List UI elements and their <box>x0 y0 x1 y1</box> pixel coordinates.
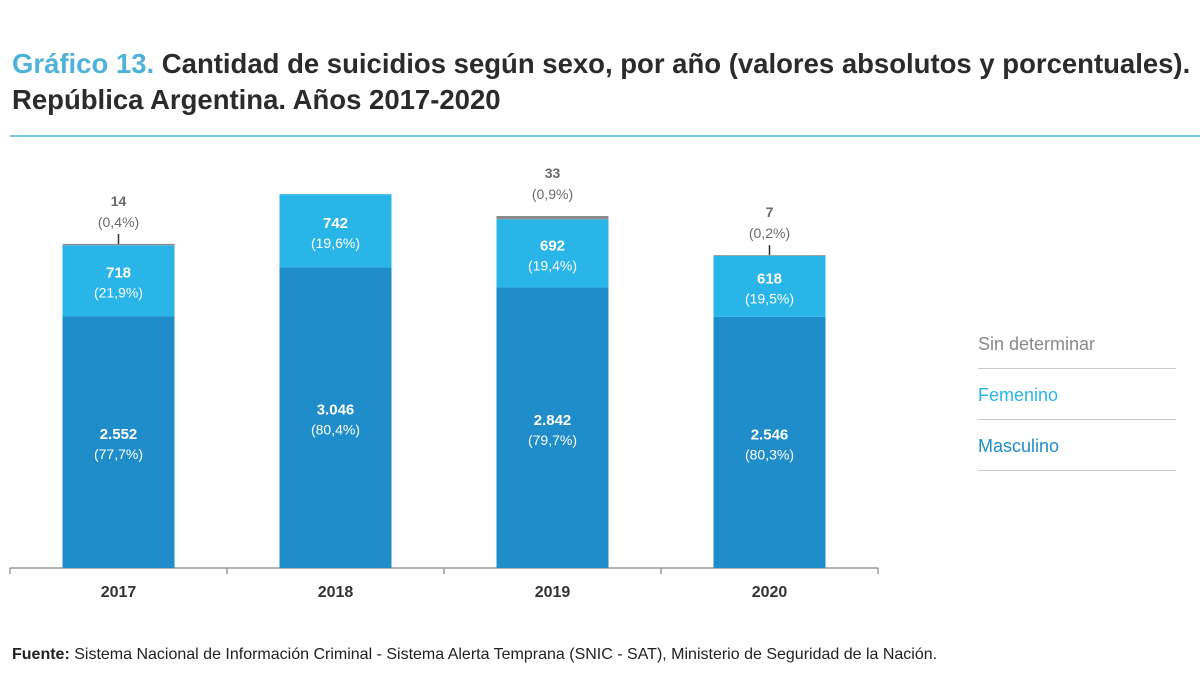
data-label-value: 618 <box>757 270 782 287</box>
bar-segment-sin-determinar <box>713 255 826 256</box>
legend-label: Sin determinar <box>978 333 1096 354</box>
chart-title: Gráfico 13. Cantidad de suicidios según … <box>12 46 1192 118</box>
data-label-percent: (79,7%) <box>528 432 577 448</box>
bar-segment-masculino <box>713 316 826 568</box>
chart-title-prefix: Gráfico 13. <box>12 48 155 79</box>
source-note: Fuente: Sistema Nacional de Información … <box>12 646 937 664</box>
bar-segment-masculino <box>62 316 175 568</box>
data-label-value: 2.546 <box>751 426 789 443</box>
data-label-value: 7 <box>766 204 774 220</box>
source-text: Sistema Nacional de Información Criminal… <box>69 646 938 663</box>
bar-segment-masculino <box>496 287 609 568</box>
data-label-value: 33 <box>545 165 561 181</box>
title-divider <box>10 135 1200 137</box>
data-label-percent: (0,2%) <box>749 225 790 241</box>
bar-segment-masculino <box>279 267 392 568</box>
data-label-percent: (21,9%) <box>94 285 143 301</box>
legend-label: Masculino <box>978 435 1060 456</box>
data-label-percent: (80,3%) <box>745 446 794 462</box>
data-label-value: 742 <box>323 215 348 232</box>
x-tick-label: 2020 <box>752 584 788 601</box>
source-label: Fuente: <box>12 646 70 663</box>
data-label-value: 718 <box>106 265 131 282</box>
legend-label: Femenino <box>978 384 1059 405</box>
bar-segment-femenino <box>62 245 175 317</box>
x-tick-label: 2019 <box>535 584 571 601</box>
data-label-percent: (19,6%) <box>311 235 360 251</box>
data-label-value: 2.552 <box>100 426 138 443</box>
chart-title-text: Cantidad de suicidios según sexo, por añ… <box>12 48 1191 115</box>
bar-segment-sin-determinar <box>496 215 609 220</box>
data-label-percent: (19,5%) <box>745 290 794 306</box>
data-label-value: 692 <box>540 237 565 254</box>
stacked-bar-chart: 2.552 (77,7%) 718 (21,9%) 14 (0,4%) 2017 3.046 (… <box>9 165 879 601</box>
data-label-value: 3.046 <box>317 402 355 419</box>
x-tick-label: 2017 <box>101 584 137 601</box>
x-tick-label: 2018 <box>318 584 354 601</box>
legend-item-sin-determinar: Sin determinar <box>978 318 1176 369</box>
bar-segment-femenino <box>496 219 609 288</box>
chart-legend: Sin determinar Femenino Masculino <box>978 318 1176 471</box>
data-label-value: 14 <box>111 193 127 209</box>
data-label-percent: (77,7%) <box>94 446 143 462</box>
data-label-percent: (0,4%) <box>98 214 139 230</box>
bar-segment-femenino <box>279 194 392 268</box>
legend-item-masculino: Masculino <box>978 420 1176 471</box>
data-label-percent: (19,4%) <box>528 257 577 273</box>
data-label-percent: (0,9%) <box>532 186 573 202</box>
legend-item-femenino: Femenino <box>978 369 1176 420</box>
bar-segment-femenino <box>713 255 826 317</box>
bar-segment-sin-determinar <box>62 243 175 246</box>
data-label-percent: (80,4%) <box>311 422 360 438</box>
data-label-value: 2.842 <box>534 412 572 429</box>
